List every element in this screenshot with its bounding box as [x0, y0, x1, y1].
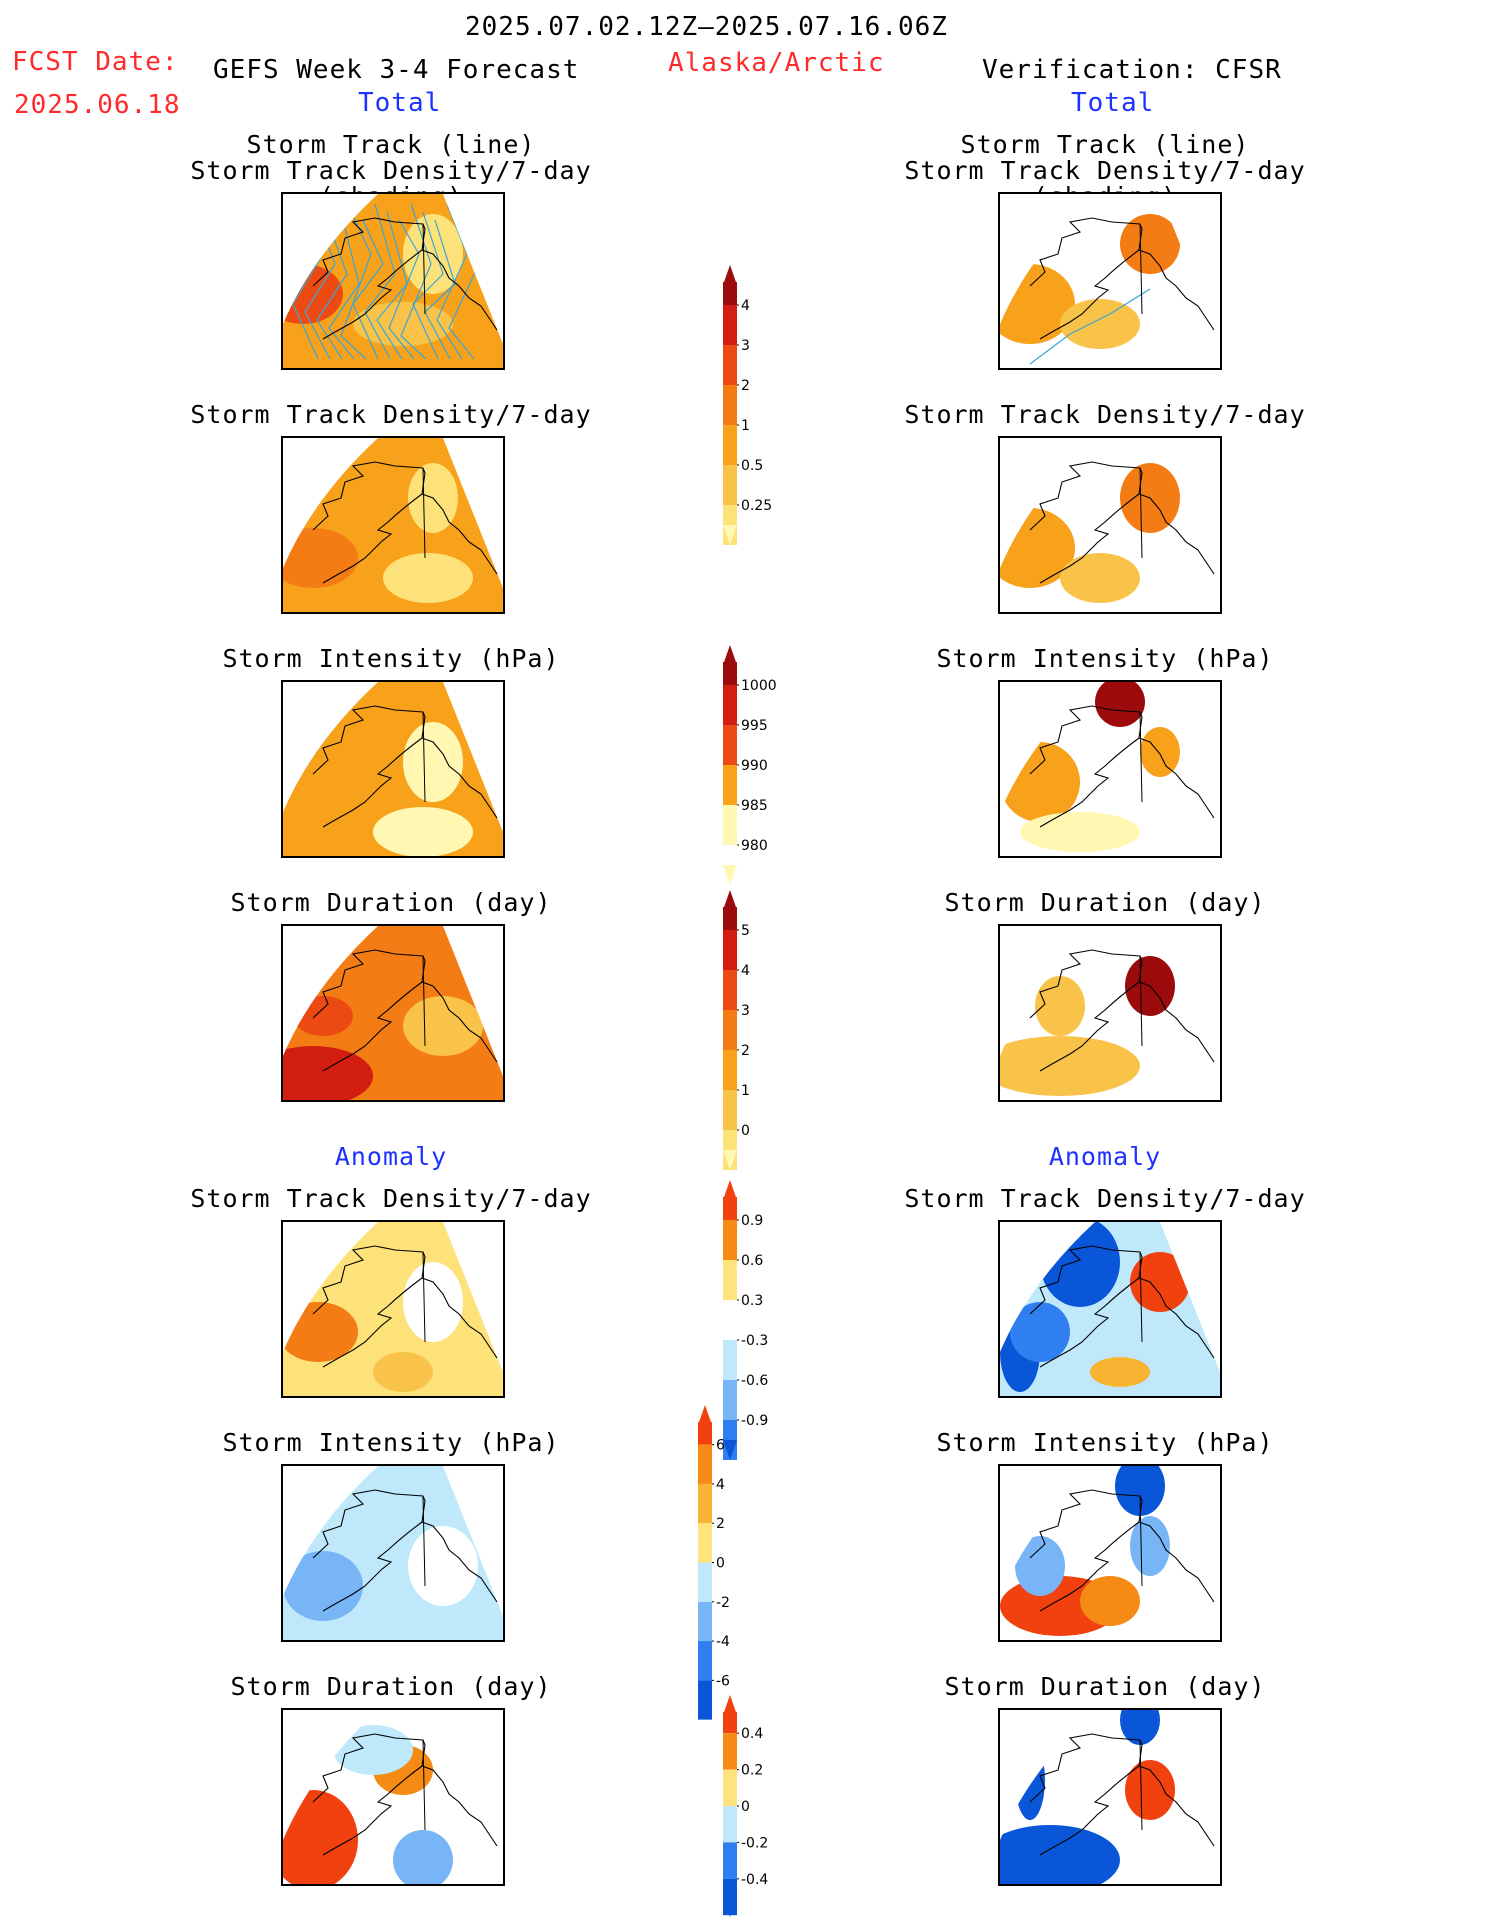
right-total-label: Total	[1071, 88, 1155, 118]
map-panel-verif-anom-intensity	[998, 1464, 1222, 1642]
colorbar-tick-label: 1	[741, 418, 750, 434]
fcst-date-label: FCST Date:	[12, 47, 179, 77]
colorbar-tick-label: 985	[741, 798, 768, 814]
map-panel-fcst-density	[281, 436, 505, 614]
colorbar-tick-label: 0.3	[741, 1293, 763, 1309]
map-panel-verif-anom-density	[998, 1220, 1222, 1398]
map-panel-fcst-anom-duration	[281, 1708, 505, 1886]
colorbar-duration: 5 4 3 2 1 0	[723, 890, 750, 1170]
map-panel-verif-intensity	[998, 680, 1222, 858]
colorbar-density: 4 3 2 1 0.5 0.25	[723, 265, 772, 545]
colorbar-tick-label: 3	[741, 1003, 750, 1019]
colorbar-tick-label: 0	[741, 1799, 750, 1815]
map-panel-fcst-track	[281, 192, 505, 370]
colorbar-anom-density: 0.9 0.6 0.3 -0.3 -0.6 -0.9	[723, 1180, 768, 1460]
colorbar-anom-duration: 0.4 0.2 0 -0.2 -0.4	[723, 1695, 768, 1917]
colorbar-tick-label: 990	[741, 758, 768, 774]
right-anomaly-label: Anomaly	[1048, 1142, 1162, 1171]
colorbar-tick-label: 995	[741, 718, 768, 734]
map-panel-verif-track	[998, 192, 1222, 370]
colorbar-tick-label: 0.25	[741, 498, 772, 514]
left-anom-duration-title: Storm Duration (day)	[230, 1672, 552, 1701]
colorbar-tick-label: -6	[716, 1673, 730, 1689]
map-panel-verif-anom-duration	[998, 1708, 1222, 1886]
colorbar-tick-label: 2	[716, 1516, 725, 1532]
left-anom-intensity-title: Storm Intensity (hPa)	[222, 1428, 560, 1457]
colorbar-tick-label: 0.5	[741, 458, 763, 474]
colorbar-tick-label: 3	[741, 338, 750, 354]
colorbar-tick-label: 0	[741, 1123, 750, 1139]
forecast-title: GEFS Week 3-4 Forecast	[213, 55, 580, 85]
colorbar-tick-label: -0.9	[741, 1413, 768, 1429]
colorbar-tick-label: -0.3	[741, 1333, 768, 1349]
colorbar-tick-label: -0.2	[741, 1835, 768, 1851]
colorbar-tick-label: 0.4	[741, 1726, 763, 1742]
map-panel-verif-duration	[998, 924, 1222, 1102]
colorbar-tick-label: 0.6	[741, 1253, 763, 1269]
colorbar-tick-label: 0.2	[741, 1763, 763, 1779]
right-duration-title: Storm Duration (day)	[944, 888, 1266, 917]
map-panel-fcst-anom-density	[281, 1220, 505, 1398]
colorbar-tick-label: 6	[716, 1438, 725, 1454]
right-anom-intensity-title: Storm Intensity (hPa)	[936, 1428, 1274, 1457]
left-total-label: Total	[358, 88, 442, 118]
colorbar-tick-label: 0.9	[741, 1213, 763, 1229]
colorbar-intensity: 1000 995 990 985 980	[723, 645, 777, 885]
colorbar-tick-label: 4	[716, 1477, 725, 1493]
right-anom-duration-title: Storm Duration (day)	[944, 1672, 1266, 1701]
colorbar-tick-label: 2	[741, 1043, 750, 1059]
colorbar-tick-label: 0	[716, 1556, 725, 1572]
map-panel-fcst-intensity	[281, 680, 505, 858]
colorbar-tick-label: 1	[741, 1083, 750, 1099]
map-panel-verif-density	[998, 436, 1222, 614]
left-intensity-title: Storm Intensity (hPa)	[222, 644, 560, 673]
colorbar-tick-label: 1000	[741, 678, 777, 694]
colorbar-tick-label: 980	[741, 838, 768, 854]
right-intensity-title: Storm Intensity (hPa)	[936, 644, 1274, 673]
region-title: Alaska/Arctic	[668, 48, 885, 78]
map-panel-fcst-duration	[281, 924, 505, 1102]
right-density-title: Storm Track Density/7-day	[904, 400, 1306, 429]
colorbar-tick-label: 5	[741, 923, 750, 939]
colorbar-anom-intensity: 6 4 2 0 -2 -4 -6	[698, 1405, 730, 1720]
verification-title: Verification: CFSR	[982, 55, 1282, 85]
left-density-title: Storm Track Density/7-day	[190, 400, 592, 429]
colorbar-tick-label: -0.6	[741, 1373, 768, 1389]
colorbar-tick-label: 2	[741, 378, 750, 394]
left-track-line-title: Storm Track (line)	[246, 130, 536, 159]
period-title: 2025.07.02.12Z–2025.07.16.06Z	[465, 12, 948, 42]
fcst-date-value: 2025.06.18	[14, 90, 181, 120]
colorbar-tick-label: -4	[716, 1634, 730, 1650]
map-panel-fcst-anom-intensity	[281, 1464, 505, 1642]
left-duration-title: Storm Duration (day)	[230, 888, 552, 917]
right-track-line-title: Storm Track (line)	[960, 130, 1250, 159]
colorbar-tick-label: -2	[716, 1595, 730, 1611]
colorbar-tick-label: -0.4	[741, 1872, 768, 1888]
colorbar-tick-label: 4	[741, 963, 750, 979]
right-anom-density-title: Storm Track Density/7-day	[904, 1184, 1306, 1213]
colorbar-tick-label: 4	[741, 298, 750, 314]
left-anomaly-label: Anomaly	[334, 1142, 448, 1171]
left-anom-density-title: Storm Track Density/7-day	[190, 1184, 592, 1213]
